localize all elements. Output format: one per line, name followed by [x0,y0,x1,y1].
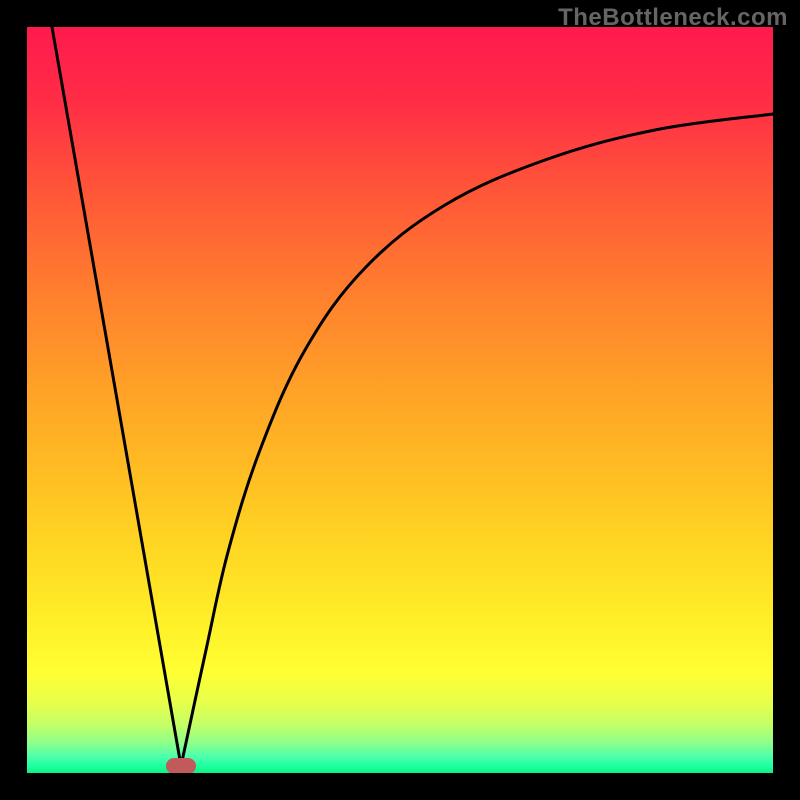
watermark-text: TheBottleneck.com [558,4,788,32]
optimal-point-marker [166,758,196,774]
chart-svg [0,0,800,800]
chart-container: TheBottleneck.com [0,0,800,800]
gradient-background [27,27,773,773]
